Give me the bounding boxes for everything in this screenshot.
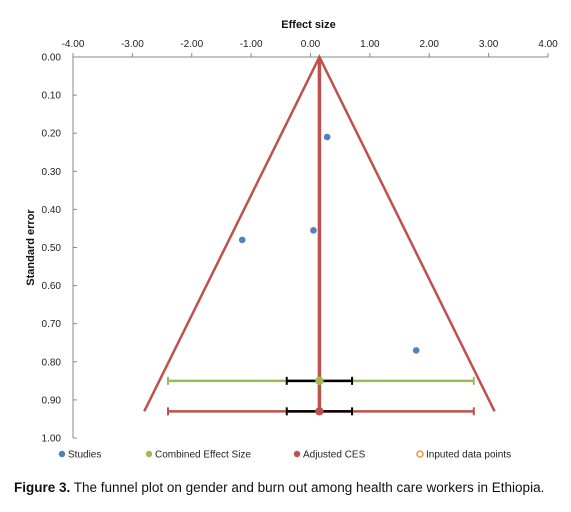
study-point (310, 227, 317, 234)
funnel-plot: -4.00 -3.00 -2.00 -1.00 0.00 1.00 2.00 3.00 4.00… (25, 19, 558, 461)
legend-item: Combined Effect Size (145, 450, 251, 461)
legend-item: Inputed data points (416, 450, 511, 461)
study-point (238, 236, 246, 244)
y-tick-label: 0.90 (42, 395, 62, 406)
caption-prefix: Figure 3. (14, 480, 71, 495)
x-tick-label: -3.00 (121, 39, 144, 50)
caption-text: The funnel plot on gender and burn out a… (70, 480, 545, 495)
x-tick-label: -4.00 (62, 39, 85, 50)
x-tick-label: 0.00 (301, 39, 321, 50)
legend-marker (58, 450, 66, 458)
legend-marker (145, 450, 153, 458)
y-tick-label: 0.00 (42, 53, 62, 64)
y-tick-label: 0.40 (42, 205, 62, 216)
legend-item: Adjusted CES (293, 450, 366, 461)
y-axis-title: Standard error (25, 209, 37, 286)
x-tick-label: -1.00 (240, 39, 263, 50)
y-tick-label: 1.00 (42, 434, 62, 445)
legend-item: Studies (58, 450, 101, 461)
chart-marks (143, 54, 496, 416)
figure-caption: Figure 3. The funnel plot on gender and … (14, 480, 564, 495)
x-axis-title: Effect size (281, 19, 335, 31)
legend-label: Inputed data points (426, 450, 511, 461)
y-tick-label: 0.70 (42, 319, 62, 330)
x-tick-label: 2.00 (420, 39, 440, 50)
x-tick-label: 3.00 (479, 39, 499, 50)
study-point (323, 133, 331, 141)
y-tick-label: 0.60 (42, 281, 62, 292)
y-tick-label: 0.20 (42, 129, 62, 140)
y-tick-label: 0.80 (42, 357, 62, 368)
x-tick-label: 4.00 (538, 39, 558, 50)
legend: Studies Combined Effect Size Adjusted CES I… (58, 450, 511, 461)
axes: -4.00 -3.00 -2.00 -1.00 0.00 1.00 2.00 3.00 4.00… (25, 19, 558, 445)
study-point (412, 347, 420, 354)
legend-label: Studies (68, 450, 101, 461)
combined-effect-point (315, 376, 324, 386)
y-tick-label: 0.30 (42, 167, 62, 178)
legend-marker (416, 450, 424, 458)
adjusted-ces-point (315, 407, 324, 416)
legend-marker (293, 450, 301, 458)
legend-label: Adjusted CES (303, 450, 366, 461)
y-tick-label: 0.10 (42, 91, 62, 102)
x-tick-label: -2.00 (180, 39, 203, 50)
legend-label: Combined Effect Size (155, 450, 251, 461)
y-tick-label: 0.50 (42, 243, 62, 254)
x-tick-label: 1.00 (360, 39, 380, 50)
